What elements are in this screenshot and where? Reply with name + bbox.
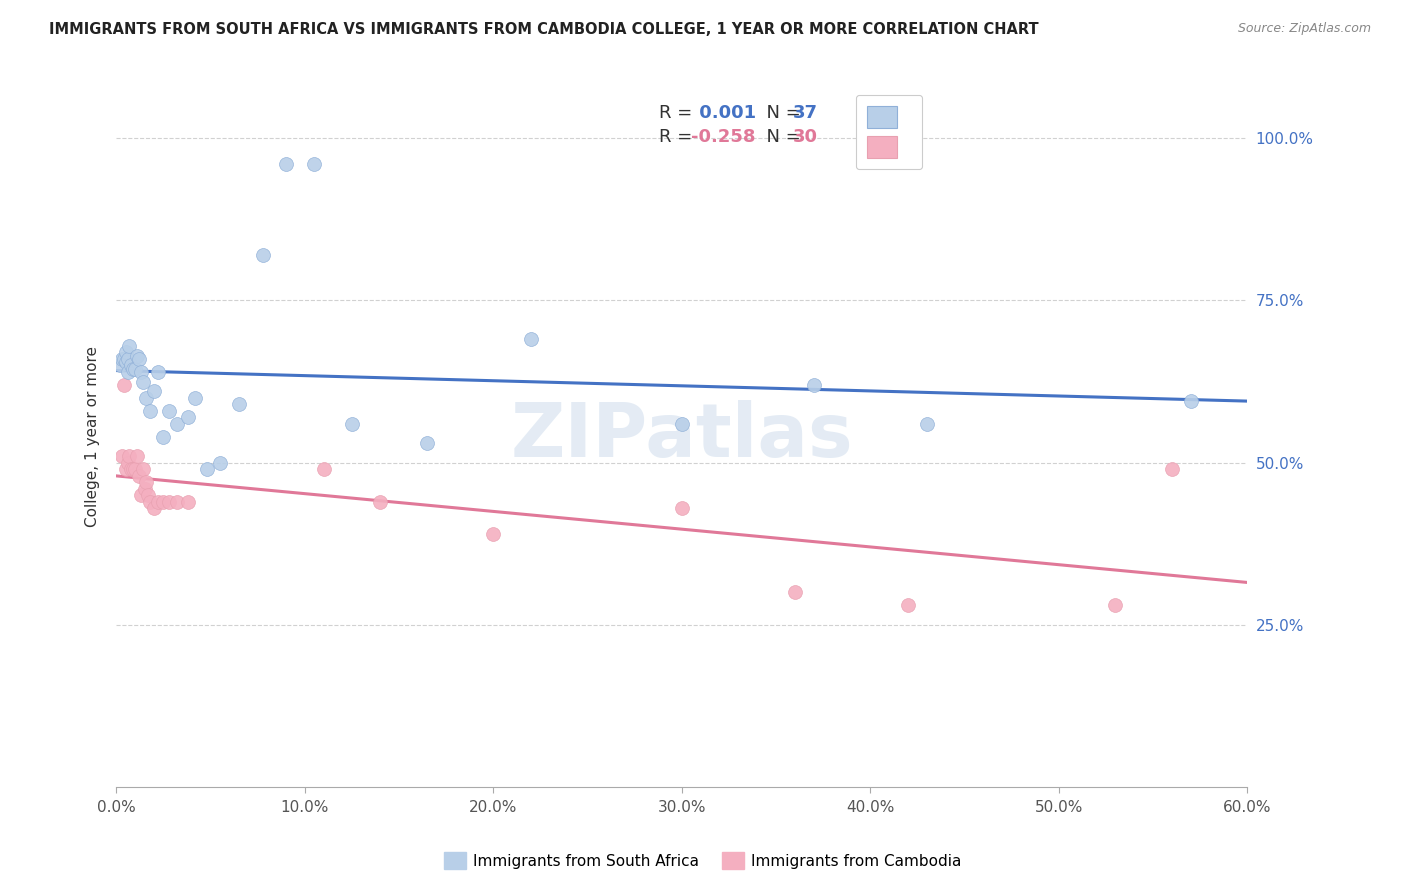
Point [671,417,693,431]
Point [312,462,335,476]
Point [117,351,139,366]
Point [129,488,152,502]
Point [143,501,166,516]
Text: 0.001: 0.001 [693,103,756,122]
Point [112,377,135,392]
Point [228,397,250,411]
Point [152,494,174,508]
Text: 30: 30 [793,128,818,146]
Point [274,157,297,171]
Point [177,494,200,508]
Point [112,351,135,366]
Point [368,494,391,508]
Point [340,417,363,431]
Point [108,359,131,373]
Point [177,410,200,425]
Point [166,417,188,431]
Point [157,403,180,417]
Text: ZIPatlas: ZIPatlas [510,401,853,474]
Point [157,494,180,508]
Text: N =: N = [755,103,807,122]
Point [114,355,136,369]
Point [122,462,145,476]
Point [302,157,325,171]
Point [146,365,169,379]
Y-axis label: College, 1 year or more: College, 1 year or more [86,346,100,527]
Point [124,462,146,476]
Point [118,339,141,353]
Point [416,436,439,450]
Point [139,494,162,508]
Point [125,449,148,463]
Point [114,345,136,359]
Point [1161,462,1184,476]
Point [129,365,152,379]
Point [117,456,139,470]
Point [208,456,231,470]
Point [803,377,825,392]
Point [783,585,806,599]
Point [139,403,162,417]
Point [111,449,134,463]
Text: R =: R = [659,103,699,122]
Text: N =: N = [755,128,807,146]
Point [152,430,174,444]
Point [135,475,157,489]
Point [128,351,150,366]
Point [482,527,505,541]
Point [114,462,136,476]
Point [184,391,207,405]
Point [897,599,920,613]
Point [120,462,142,476]
Point [143,384,166,399]
Point [1104,599,1126,613]
Point [195,462,218,476]
Legend: , : , [856,95,922,169]
Legend: Immigrants from South Africa, Immigrants from Cambodia: Immigrants from South Africa, Immigrants… [439,846,967,875]
Point [131,462,153,476]
Point [120,359,142,373]
Point [111,351,134,366]
Point [1180,394,1202,409]
Point [915,417,938,431]
Point [118,449,141,463]
Text: R =: R = [659,128,699,146]
Text: -0.258: -0.258 [690,128,755,146]
Point [131,375,153,389]
Point [117,365,139,379]
Text: IMMIGRANTS FROM SOUTH AFRICA VS IMMIGRANTS FROM CAMBODIA COLLEGE, 1 YEAR OR MORE: IMMIGRANTS FROM SOUTH AFRICA VS IMMIGRAN… [49,22,1039,37]
Point [671,501,693,516]
Point [520,332,543,346]
Point [252,248,274,262]
Point [122,361,145,376]
Point [124,361,146,376]
Point [134,482,156,496]
Point [136,488,159,502]
Point [166,494,188,508]
Text: Source: ZipAtlas.com: Source: ZipAtlas.com [1237,22,1371,36]
Point [125,349,148,363]
Point [128,468,150,483]
Point [146,494,169,508]
Text: 37: 37 [793,103,818,122]
Point [135,391,157,405]
